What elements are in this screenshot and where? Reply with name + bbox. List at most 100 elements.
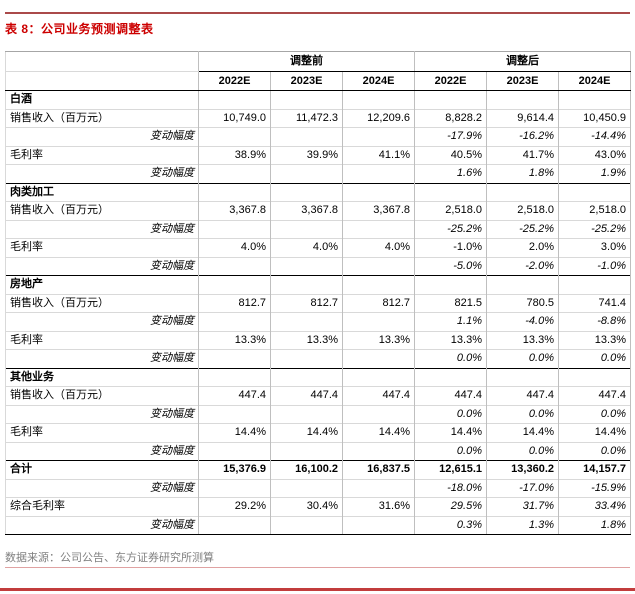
year-header: 2022E <box>414 71 487 91</box>
value-cell <box>558 367 631 387</box>
value-cell <box>342 349 415 368</box>
value-cell: -2.0% <box>486 256 559 276</box>
value-cell <box>270 312 343 331</box>
page-bottom-bar <box>0 588 635 591</box>
value-cell: 1.1% <box>414 312 487 331</box>
value-cell: 4.0% <box>198 238 271 257</box>
value-cell: -8.8% <box>558 312 631 331</box>
value-cell <box>270 275 343 294</box>
data-row: 毛利率 13.3% 13.3% 13.3% 13.3% 13.3% 13.3% <box>5 330 631 350</box>
change-row: 变动幅度 1.1% -4.0% -8.8% <box>5 312 631 331</box>
value-cell: -1.0% <box>558 256 631 276</box>
value-cell: -1.0% <box>414 238 487 257</box>
value-cell: 4.0% <box>270 238 343 257</box>
value-cell: 43.0% <box>558 145 631 165</box>
value-cell <box>342 515 415 535</box>
total-row: 合计 15,376.9 16,100.2 16,837.5 12,615.1 13,360… <box>5 460 631 479</box>
value-cell <box>198 515 271 535</box>
value-cell: 0.0% <box>414 441 487 461</box>
value-cell: 0.0% <box>414 404 487 424</box>
value-cell: 41.1% <box>342 145 415 165</box>
row-label: 毛利率 <box>5 238 199 257</box>
value-cell: 4.0% <box>342 238 415 257</box>
top-divider <box>5 12 630 14</box>
value-cell <box>342 275 415 294</box>
row-label: 毛利率 <box>5 145 199 165</box>
value-cell: 0.0% <box>558 404 631 424</box>
row-label: 销售收入（百万元） <box>5 293 199 313</box>
value-cell <box>342 312 415 331</box>
value-cell: 14.4% <box>270 423 343 442</box>
value-cell: 821.5 <box>414 293 487 313</box>
value-cell: 812.7 <box>270 293 343 313</box>
value-cell: 0.3% <box>414 515 487 535</box>
change-label: 变动幅度 <box>5 256 199 276</box>
value-cell <box>270 478 343 498</box>
section-label: 白酒 <box>5 90 199 109</box>
value-cell: 14.4% <box>414 423 487 442</box>
section-row: 其他业务 <box>5 367 631 387</box>
data-row: 销售收入（百万元） 447.4 447.4 447.4 447.4 447.4 447.4 <box>5 386 631 405</box>
value-cell: 3.0% <box>558 238 631 257</box>
value-cell: -15.9% <box>558 478 631 498</box>
value-cell: 0.0% <box>486 404 559 424</box>
data-row: 毛利率 4.0% 4.0% 4.0% -1.0% 2.0% 3.0% <box>5 238 631 257</box>
value-cell: 13.3% <box>414 330 487 350</box>
value-cell <box>270 404 343 424</box>
value-cell: 39.9% <box>270 145 343 165</box>
change-row: 变动幅度 0.0% 0.0% 0.0% <box>5 404 631 424</box>
value-cell: 12,615.1 <box>414 460 487 479</box>
value-cell: 447.4 <box>414 386 487 405</box>
year-header: 2023E <box>486 71 559 91</box>
value-cell: 12,209.6 <box>342 108 415 128</box>
value-cell <box>198 127 271 146</box>
value-cell: 2.0% <box>486 238 559 257</box>
value-cell: 10,450.9 <box>558 108 631 128</box>
value-cell: 30.4% <box>270 497 343 516</box>
source-divider <box>5 567 630 568</box>
value-cell: 31.7% <box>486 497 559 516</box>
change-label: 变动幅度 <box>5 127 199 146</box>
value-cell <box>270 219 343 239</box>
value-cell <box>342 90 415 109</box>
year-header: 2024E <box>558 71 631 91</box>
value-cell: 33.4% <box>558 497 631 516</box>
value-cell: 29.5% <box>414 497 487 516</box>
section-row: 房地产 <box>5 275 631 294</box>
value-cell <box>198 478 271 498</box>
value-cell: 741.4 <box>558 293 631 313</box>
value-cell <box>198 164 271 183</box>
value-cell: 2,518.0 <box>414 201 487 220</box>
value-cell <box>342 404 415 424</box>
value-cell: 13,360.2 <box>486 460 559 479</box>
row-label: 销售收入（百万元） <box>5 386 199 405</box>
change-label: 变动幅度 <box>5 349 199 368</box>
value-cell: 14,157.7 <box>558 460 631 479</box>
table-header: 调整前 调整后 2022E 2023E 2024E 2022E 2023E 2024E <box>5 51 631 91</box>
value-cell <box>198 275 271 294</box>
value-cell: 1.8% <box>486 164 559 183</box>
value-cell: 3,367.8 <box>198 201 271 220</box>
year-header-row: 2022E 2023E 2024E 2022E 2023E 2024E <box>5 71 631 91</box>
value-cell: 14.4% <box>486 423 559 442</box>
value-cell: -25.2% <box>486 219 559 239</box>
change-row: 变动幅度 0.0% 0.0% 0.0% <box>5 441 631 461</box>
value-cell: -18.0% <box>414 478 487 498</box>
value-cell: 812.7 <box>198 293 271 313</box>
value-cell: 15,376.9 <box>198 460 271 479</box>
value-cell: 1.9% <box>558 164 631 183</box>
value-cell <box>342 478 415 498</box>
value-cell: -25.2% <box>414 219 487 239</box>
value-cell <box>270 127 343 146</box>
value-cell: 1.6% <box>414 164 487 183</box>
value-cell <box>414 90 487 109</box>
group-header-after: 调整后 <box>414 51 631 72</box>
value-cell: 447.4 <box>270 386 343 405</box>
change-row: 变动幅度 -17.9% -16.2% -14.4% <box>5 127 631 146</box>
value-cell: 3,367.8 <box>270 201 343 220</box>
value-cell <box>414 275 487 294</box>
data-row: 销售收入（百万元） 10,749.0 11,472.3 12,209.6 8,828.2… <box>5 108 631 128</box>
value-cell <box>342 219 415 239</box>
value-cell <box>198 312 271 331</box>
